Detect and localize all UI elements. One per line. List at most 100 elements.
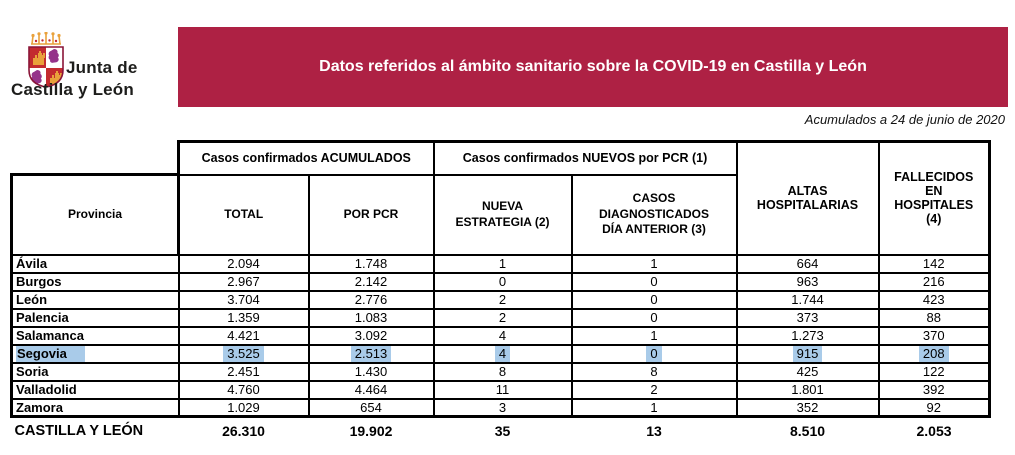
- value-cell-nueva: 4: [432, 325, 573, 346]
- value-cell-altas: 373: [735, 307, 880, 328]
- value-cell-nueva: 0: [432, 271, 573, 292]
- value-cell-fallecidos: 208: [877, 343, 992, 364]
- value-cell-dia-anterior: 1: [570, 325, 738, 346]
- province-cell: Burgos: [10, 271, 180, 292]
- value-cell-nueva: 11: [432, 379, 573, 400]
- value-cell-por-pcr: 2.142: [307, 271, 435, 292]
- value-cell-fallecidos: 122: [877, 361, 992, 382]
- province-label: León: [16, 292, 48, 307]
- value-cell-total: 2.451: [177, 361, 310, 382]
- value-cell-total: 1.359: [177, 307, 310, 328]
- col-header-fallecidos-label: FALLECIDOS EN HOSPITALES (4): [894, 170, 974, 227]
- value-cell-nueva: 1: [432, 253, 573, 274]
- logo-text-line1: Junta de: [66, 58, 138, 77]
- title-banner: Datos referidos al ámbito sanitario sobr…: [178, 27, 1008, 107]
- value-cell-nueva: 4: [432, 343, 573, 364]
- table-row-avila: Ávila 2.094 1.748 1 1 664 142: [10, 253, 992, 274]
- value-cell-total: 2.094: [177, 253, 310, 274]
- value-cell-por-pcr: 1.083: [307, 307, 435, 328]
- value-cell-dia-anterior: 1: [570, 397, 738, 418]
- junta-logo: Junta de Castilla y León: [10, 30, 185, 108]
- value-cell-dia-anterior: 0: [570, 289, 738, 310]
- totals-nueva: 35: [494, 422, 511, 439]
- coat-of-arms-icon: [28, 32, 64, 88]
- logo-text-line2: Castilla y León: [11, 80, 134, 99]
- col-header-nueva-estrategia-label: NUEVA ESTRATEGIA (2): [455, 198, 550, 229]
- totals-dia-anterior: 13: [646, 422, 662, 439]
- value-cell-fallecidos: 216: [877, 271, 992, 292]
- province-cell: Ávila: [10, 253, 180, 274]
- value-cell-por-pcr: 2.513: [307, 343, 435, 364]
- value-cell-total: 4.421: [177, 325, 310, 346]
- table-row-totals: CASTILLA Y LEÓN 26.310 19.902 35 13 8.51…: [12, 417, 990, 444]
- col-header-diagnosticados: CASOS DIAGNOSTICADOS DÍA ANTERIOR (3): [570, 173, 738, 256]
- province-label: Soria: [16, 364, 49, 379]
- value-cell-nueva: 8: [432, 361, 573, 382]
- value-cell-fallecidos: 88: [877, 307, 992, 328]
- covid-data-table: Casos confirmados ACUMULADOS Casos confi…: [10, 140, 992, 444]
- value-cell-por-pcr: 1.430: [307, 361, 435, 382]
- value-cell-dia-anterior: 0: [570, 343, 738, 364]
- province-cell: Valladolid: [10, 379, 180, 400]
- value-cell-dia-anterior: 2: [570, 379, 738, 400]
- report-title: Datos referidos al ámbito sanitario sobr…: [319, 58, 867, 75]
- value-cell-total: 4.760: [177, 379, 310, 400]
- table-row-valladolid: Valladolid 4.760 4.464 11 2 1.801 392: [10, 379, 992, 400]
- totals-fallecidos: 2.053: [916, 422, 952, 439]
- date-note: Acumulados a 24 de junio de 2020: [804, 112, 1005, 127]
- value-cell-por-pcr: 1.748: [307, 253, 435, 274]
- value-cell-por-pcr: 2.776: [307, 289, 435, 310]
- value-cell-total: 2.967: [177, 271, 310, 292]
- value-cell-altas: 425: [735, 361, 880, 382]
- value-cell-dia-anterior: 1: [570, 253, 738, 274]
- value-cell-por-pcr: 3.092: [307, 325, 435, 346]
- value-cell-nueva: 2: [432, 289, 573, 310]
- province-label: Palencia: [16, 310, 69, 325]
- province-label: Salamanca: [16, 328, 84, 343]
- col-header-fallecidos: FALLECIDOS EN HOSPITALES (4): [877, 140, 992, 256]
- col-header-total: TOTAL: [177, 173, 310, 256]
- value-cell-por-pcr: 4.464: [307, 379, 435, 400]
- value-cell-fallecidos: 142: [877, 253, 992, 274]
- province-cell: León: [10, 289, 180, 310]
- province-cell: Palencia: [10, 307, 180, 328]
- value-cell-fallecidos: 92: [877, 397, 992, 418]
- province-cell: Soria: [10, 361, 180, 382]
- value-cell-altas: 1.801: [735, 379, 880, 400]
- value-cell-altas: 1.744: [735, 289, 880, 310]
- table-row-segovia: Segovia 3.525 2.513 4 0 915 208: [10, 343, 992, 364]
- table-row-zamora: Zamora 1.029 654 3 1 352 92: [10, 397, 992, 418]
- value-cell-nueva: 2: [432, 307, 573, 328]
- table-row-palencia: Palencia 1.359 1.083 2 0 373 88: [10, 307, 992, 328]
- col-header-altas: ALTAS HOSPITALARIAS: [735, 140, 880, 256]
- value-cell-dia-anterior: 0: [570, 271, 738, 292]
- value-cell-altas: 915: [735, 343, 880, 364]
- value-cell-altas: 664: [735, 253, 880, 274]
- table-row-soria: Soria 2.451 1.430 8 8 425 122: [10, 361, 992, 382]
- province-label: Burgos: [16, 274, 62, 289]
- table-row-burgos: Burgos 2.967 2.142 0 0 963 216: [10, 271, 992, 292]
- value-cell-fallecidos: 370: [877, 325, 992, 346]
- value-cell-dia-anterior: 0: [570, 307, 738, 328]
- table-row-salamanca: Salamanca 4.421 3.092 4 1 1.273 370: [10, 325, 992, 346]
- totals-altas: 8.510: [789, 422, 826, 439]
- province-label: Zamora: [16, 399, 63, 415]
- province-label: Ávila: [16, 256, 48, 271]
- value-cell-altas: 1.273: [735, 325, 880, 346]
- col-header-por-pcr: POR PCR: [307, 173, 435, 256]
- table-row-leon: León 3.704 2.776 2 0 1.744 423: [10, 289, 992, 310]
- province-cell: Zamora: [10, 397, 180, 418]
- col-header-diagnosticados-label: CASOS DIAGNOSTICADOS DÍA ANTERIOR (3): [599, 191, 710, 237]
- value-cell-fallecidos: 392: [877, 379, 992, 400]
- col-header-provincia: Provincia: [10, 173, 180, 256]
- totals-total: 26.310: [222, 422, 265, 439]
- totals-label: CASTILLA Y LEÓN: [14, 422, 144, 439]
- header-spacer: [11, 141, 179, 175]
- province-label: Valladolid: [16, 382, 77, 397]
- province-cell: Segovia: [10, 343, 180, 364]
- value-cell-total: 3.525: [177, 343, 310, 364]
- value-cell-nueva: 3: [432, 397, 573, 418]
- value-cell-altas: 963: [735, 271, 880, 292]
- value-cell-total: 3.704: [177, 289, 310, 310]
- province-cell: Salamanca: [10, 325, 180, 346]
